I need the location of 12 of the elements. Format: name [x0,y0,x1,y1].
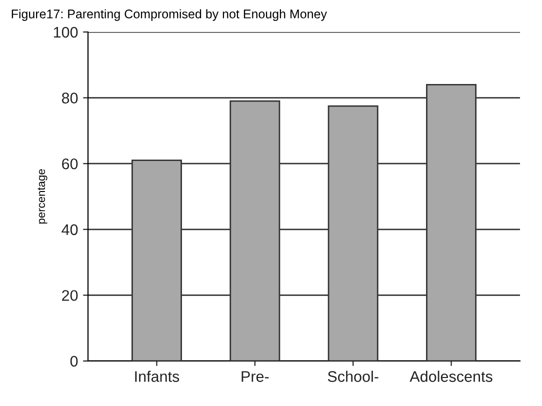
x-tick-label: Pre- [242,371,269,382]
chart-title: Figure17: Parenting Compromised by not Enough Money [12,9,327,21]
x-tick-label: School- [328,370,378,382]
y-tick-label: 100 [54,26,78,38]
y-tick-label: 0 [70,356,78,367]
y-tick-label: 80 [62,92,78,104]
x-tick-label: Infants [135,370,180,382]
x-tick-label: Adolescents [410,370,492,382]
y-axis-title: percentage [38,169,48,224]
y-tick-label: 40 [62,224,78,236]
y-tick-label: 20 [62,290,78,301]
y-tick-label: 60 [62,158,78,170]
